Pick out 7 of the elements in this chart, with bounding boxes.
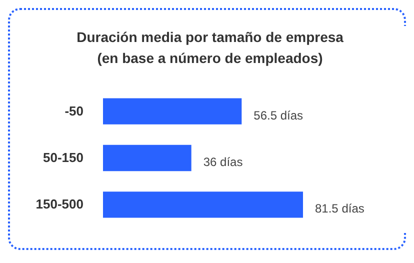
- data-label: 36 días: [203, 155, 243, 169]
- data-label: 81.5 días: [315, 202, 364, 216]
- chart-title: Duración media por tamaño de empresa (en base a número de empleados): [76, 29, 344, 66]
- y-tick-label: -50: [64, 103, 84, 118]
- y-tick-label: 150-500: [36, 196, 84, 212]
- data-label: 56.5 días: [254, 108, 304, 122]
- y-tick-label: 50-150: [43, 150, 84, 165]
